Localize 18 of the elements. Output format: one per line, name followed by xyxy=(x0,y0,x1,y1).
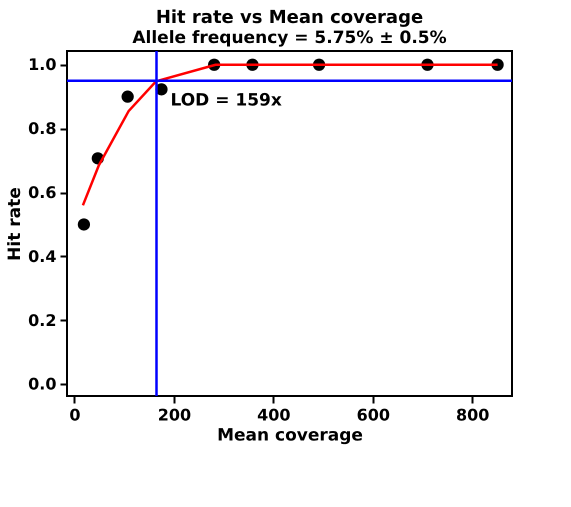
x-tick-label: 0 xyxy=(69,406,81,424)
chart-title: Hit rate vs Mean coverage xyxy=(156,6,424,28)
annotation: LOD = 159x xyxy=(170,90,282,111)
y-tick-label: 0.2 xyxy=(28,310,56,330)
point xyxy=(122,90,134,103)
point xyxy=(78,218,90,231)
y-tick-label: 1.0 xyxy=(28,55,56,74)
x-tick-label: 400 xyxy=(257,406,291,424)
y-axis-title: Hit rate xyxy=(5,187,26,261)
chart-subtitle: Allele frequency = 5.75% ± 0.5% xyxy=(132,28,447,48)
x-tick-label: 200 xyxy=(158,406,192,424)
y-tick-label: 0.8 xyxy=(28,119,56,138)
y-tick-label: 0.0 xyxy=(28,374,56,394)
x-axis-title: Mean coverage xyxy=(217,426,363,446)
x-tick-label: 600 xyxy=(356,406,390,424)
y-tick-label: 0.6 xyxy=(28,183,56,202)
y-tick-label: 0.4 xyxy=(28,246,56,266)
x-tick-label: 800 xyxy=(456,406,490,424)
